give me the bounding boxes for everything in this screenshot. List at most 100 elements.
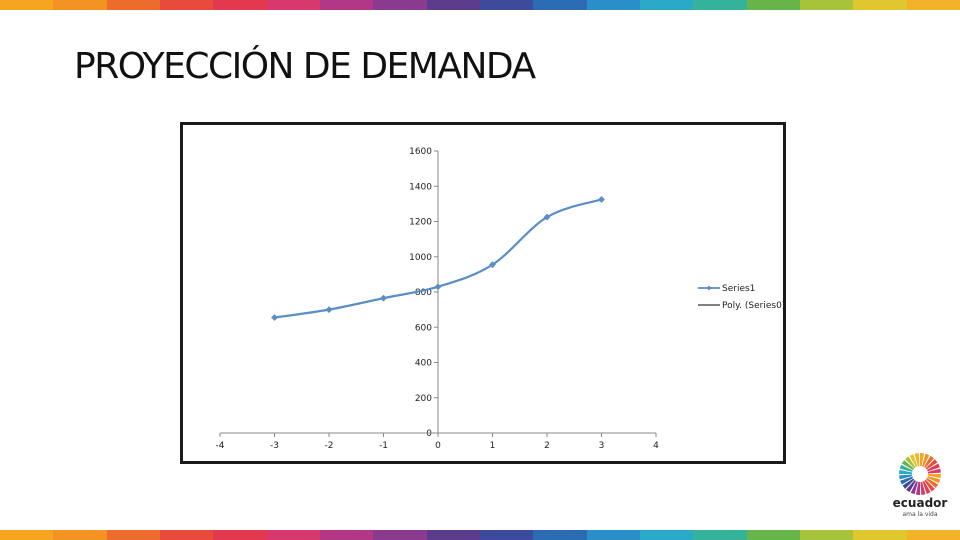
stripe-segment [746, 0, 800, 10]
stripe-segment [693, 530, 747, 540]
stripe-segment [799, 0, 854, 10]
y-tick-label: 1600 [409, 147, 432, 157]
stripe-segment [0, 530, 54, 540]
stripe-segment [639, 0, 694, 10]
y-axis: 0 200 400 600 800 1000 1200 1400 1600 [409, 147, 439, 439]
x-tick-label: -2 [325, 441, 334, 451]
stripe-segment [906, 530, 960, 540]
stripe-segment [213, 530, 267, 540]
stripe-segment [106, 530, 160, 540]
slide-title: PROYECCIÓN DE DEMANDA [74, 46, 536, 87]
y-tick-label: 600 [415, 323, 432, 333]
x-tick-label: -3 [270, 441, 279, 451]
x-tick-label: 2 [544, 441, 550, 451]
bottom-color-stripe [0, 530, 960, 540]
logo-ray [910, 481, 918, 495]
y-tick-label: 800 [415, 288, 432, 298]
logo-ray [926, 478, 939, 488]
stripe-segment [639, 530, 694, 540]
logo-ray [902, 478, 915, 489]
logo-ray [905, 456, 916, 469]
logo-ray [901, 460, 914, 470]
y-tick-label: 1000 [409, 253, 432, 263]
stripe-segment [159, 0, 214, 10]
stripe-segment [586, 530, 640, 540]
logo-ray [927, 474, 941, 479]
data-point [271, 314, 278, 321]
logo-ray [927, 476, 941, 484]
stripe-segment [0, 0, 54, 10]
stripe-segment [266, 530, 320, 540]
logo-ray [899, 464, 913, 472]
y-tick-label: 0 [426, 429, 432, 439]
sun-logo-icon [899, 453, 941, 495]
stripe-segment [693, 0, 747, 10]
y-tick-label: 1400 [409, 182, 432, 192]
stripe-segment [159, 530, 214, 540]
stripe-segment [426, 530, 480, 540]
logo-ray [927, 468, 941, 474]
stripe-segment [746, 530, 800, 540]
stripe-segment [373, 530, 427, 540]
x-tick-label: 3 [599, 441, 605, 451]
stripe-segment [533, 530, 587, 540]
stripe-segment [426, 0, 480, 10]
logo-ray [920, 453, 925, 467]
stripe-segment [266, 0, 320, 10]
stripe-segment [906, 0, 960, 10]
y-tick-label: 1200 [409, 218, 432, 228]
stripe-segment [53, 0, 107, 10]
stripe-segment [479, 530, 534, 540]
stripe-segment [853, 530, 907, 540]
logo-ray [922, 453, 930, 467]
top-color-stripe [0, 0, 960, 10]
data-point [489, 261, 496, 269]
stripe-segment [799, 530, 854, 540]
data-point [380, 294, 387, 302]
stripe-segment [319, 530, 374, 540]
logo-ray [925, 459, 938, 470]
x-axis: -4 -3 -2 -1 0 1 2 3 4 [216, 432, 659, 451]
logo-ray [924, 479, 935, 492]
stripe-segment [586, 0, 640, 10]
logo-tagline: ama la vida [902, 511, 938, 518]
chart-frame: 0 200 400 600 800 1000 1200 1400 1600 -4 -3 -2 -1 0 1… [180, 122, 786, 464]
logo-ray [899, 474, 913, 480]
x-tick-label: 1 [490, 441, 496, 451]
logo-ray [920, 481, 926, 495]
logo-ray [906, 480, 916, 493]
x-tick-label: 4 [653, 441, 659, 451]
x-tick-label: 0 [435, 441, 441, 451]
stripe-segment [533, 0, 587, 10]
demand-line-chart: 0 200 400 600 800 1000 1200 1400 1600 -4 -3 -2 -1 0 1… [216, 147, 783, 451]
stripe-segment [373, 0, 427, 10]
logo-ray [899, 469, 913, 474]
stripe-segment [53, 530, 107, 540]
ecuador-logo: ecuador ama la vida [888, 452, 952, 520]
stripe-segment [479, 0, 534, 10]
data-point [543, 213, 551, 221]
logo-word: ecuador [892, 496, 948, 510]
stripe-segment [213, 0, 267, 10]
legend-label: Series1 [722, 284, 755, 294]
logo-ray [914, 453, 920, 467]
legend: Series1 Poly. (Series0) [698, 284, 783, 311]
logo-ray [915, 481, 920, 495]
data-point [434, 283, 442, 291]
logo-ray [922, 480, 931, 494]
y-tick-label: 200 [415, 394, 432, 404]
data-point [325, 306, 333, 314]
stripe-segment [319, 0, 374, 10]
logo-ray [924, 455, 934, 468]
logo-ray [900, 476, 914, 485]
legend-marker [706, 285, 712, 291]
y-tick-label: 400 [415, 359, 432, 369]
x-tick-label: -1 [379, 441, 388, 451]
x-tick-label: -4 [216, 441, 225, 451]
data-point [598, 196, 605, 203]
stripe-segment [853, 0, 907, 10]
logo-ray [926, 463, 940, 472]
logo-ray [909, 454, 918, 468]
series [271, 196, 605, 321]
legend-label: Poly. (Series0) [722, 301, 783, 311]
